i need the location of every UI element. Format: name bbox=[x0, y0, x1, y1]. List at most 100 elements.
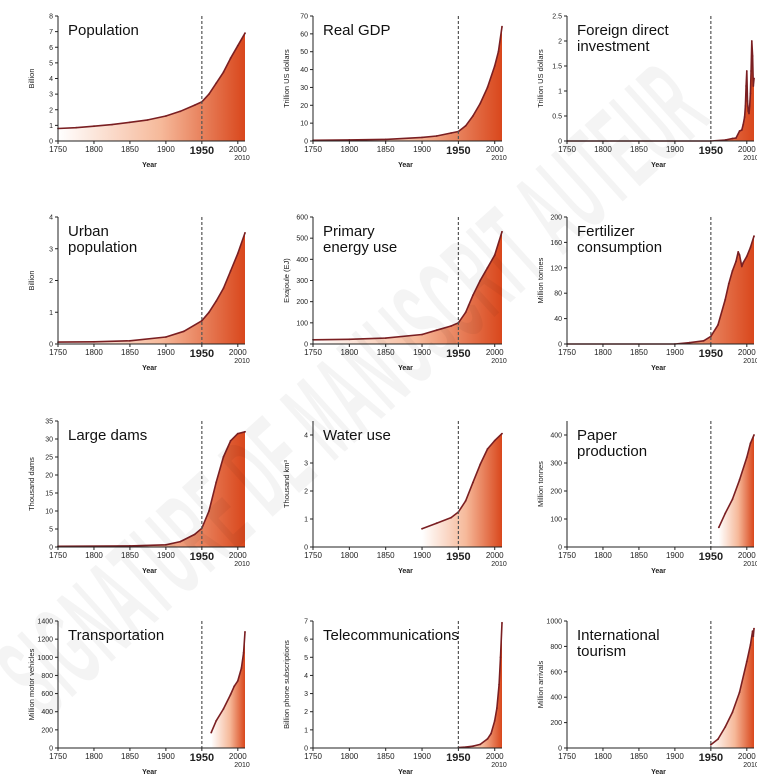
panel-5: 0 40 80 120 160 200 1750 1800 1850 1900 1950 200020… bbox=[536, 215, 757, 373]
data-point bbox=[222, 456, 225, 458]
series-line bbox=[567, 40, 755, 142]
x-end-label: 2010 bbox=[234, 762, 250, 769]
y-tick-label: 7 bbox=[49, 29, 53, 36]
data-point bbox=[496, 707, 498, 709]
area-fill bbox=[58, 232, 245, 344]
data-point bbox=[709, 335, 712, 338]
panel-title: investment bbox=[577, 38, 650, 55]
panel-title: tourism bbox=[577, 643, 626, 660]
data-point bbox=[222, 708, 225, 710]
y-tick-label: 200 bbox=[296, 299, 308, 306]
data-point bbox=[498, 683, 500, 686]
data-point bbox=[147, 119, 149, 121]
data-point bbox=[743, 116, 746, 118]
data-point bbox=[751, 55, 754, 57]
area-fill bbox=[567, 236, 754, 344]
y-tick-label: 0 bbox=[304, 139, 308, 146]
x-tick-label: 1800 bbox=[340, 348, 358, 357]
x-tick-label: 1800 bbox=[594, 348, 612, 357]
x-tick-label: 2000 bbox=[738, 551, 756, 560]
panel-6: 0 5 10 15 20 25 30 35 1750 1800 1850 1900 1950 200020… bbox=[27, 419, 250, 576]
panel-title: Transportation bbox=[68, 627, 164, 644]
data-point bbox=[236, 252, 239, 255]
data-point bbox=[753, 434, 755, 436]
data-point bbox=[450, 132, 452, 134]
data-point bbox=[731, 270, 734, 272]
panel-title: energy use bbox=[323, 239, 397, 256]
data-point bbox=[731, 137, 734, 140]
y-axis-label: Thousand km³ bbox=[282, 460, 291, 508]
x-axis-label: Year bbox=[142, 568, 157, 575]
data-point bbox=[750, 40, 753, 42]
data-point bbox=[111, 123, 113, 126]
x-tick-label: 2000 bbox=[229, 752, 247, 761]
data-point bbox=[731, 498, 734, 501]
data-point bbox=[472, 115, 474, 117]
y-tick-label: 3 bbox=[304, 461, 308, 468]
y-tick-label: 200 bbox=[550, 215, 562, 222]
y-tick-label: 2 bbox=[304, 489, 308, 496]
x-tick-label: 1900 bbox=[157, 145, 175, 154]
x-tick-label-1950: 1950 bbox=[699, 348, 723, 360]
x-axis-label: Year bbox=[651, 568, 666, 575]
panel-title: Paper bbox=[577, 427, 617, 444]
series-line bbox=[421, 433, 503, 530]
data-point bbox=[435, 135, 438, 137]
data-point bbox=[200, 319, 203, 322]
data-point bbox=[731, 711, 734, 714]
data-point bbox=[486, 738, 489, 740]
y-tick-label: 0 bbox=[558, 342, 562, 349]
data-point bbox=[215, 82, 218, 85]
x-tick-label: 1750 bbox=[304, 752, 322, 761]
y-tick-label: 7 bbox=[304, 619, 308, 626]
data-point bbox=[244, 631, 246, 633]
x-tick-label: 1900 bbox=[413, 348, 431, 357]
data-point bbox=[242, 651, 245, 654]
panel-2: 0 0.5 1 1.5 2 2.5 1750 1800 1850 1900 1950 20002010… bbox=[536, 14, 757, 170]
y-tick-label: 800 bbox=[41, 673, 53, 680]
data-point bbox=[193, 533, 196, 536]
x-tick-label: 1800 bbox=[85, 551, 103, 560]
x-end-label: 2010 bbox=[234, 561, 250, 568]
data-point bbox=[497, 50, 500, 53]
y-tick-label: 2 bbox=[558, 39, 562, 46]
data-point bbox=[717, 738, 719, 740]
data-point bbox=[738, 130, 741, 132]
data-point bbox=[435, 329, 438, 332]
y-tick-label: 4 bbox=[304, 433, 308, 440]
panel-1: 0 10 20 30 40 50 60 70 1750 1800 1850 1900 1950 20002… bbox=[282, 14, 507, 170]
y-axis-label: Trillion US dollars bbox=[536, 49, 545, 108]
panel-4: 0 100 200 300 400 500 600 1750 1800 1850 1900 1950 2… bbox=[282, 215, 507, 373]
data-point bbox=[486, 448, 489, 450]
data-point bbox=[753, 627, 755, 630]
data-point bbox=[751, 630, 754, 633]
y-tick-label: 30 bbox=[300, 85, 308, 92]
x-end-label: 2010 bbox=[234, 155, 250, 162]
x-end-label: 2010 bbox=[491, 561, 507, 568]
x-tick-label: 1800 bbox=[594, 752, 612, 761]
y-tick-label: 15 bbox=[45, 491, 53, 498]
data-point bbox=[501, 230, 503, 233]
data-point bbox=[709, 743, 712, 746]
x-end-label: 2010 bbox=[491, 762, 507, 769]
x-tick-label: 1900 bbox=[666, 348, 684, 357]
data-point bbox=[724, 512, 727, 515]
x-tick-label: 1750 bbox=[304, 348, 322, 357]
panel-title: Primary bbox=[323, 223, 375, 240]
data-point bbox=[735, 260, 737, 263]
data-point bbox=[208, 311, 210, 314]
x-tick-label: 1900 bbox=[413, 551, 431, 560]
x-tick-label: 2000 bbox=[229, 551, 247, 560]
data-point bbox=[748, 105, 751, 107]
y-axis-label: Million motor vehicles bbox=[27, 648, 36, 720]
y-tick-label: 400 bbox=[550, 695, 562, 702]
panel-11: 0 200 400 600 800 1000 1750 1800 1850 1900 1950 200… bbox=[536, 619, 757, 777]
area-fill bbox=[58, 431, 245, 547]
x-tick-label-1950: 1950 bbox=[190, 752, 214, 764]
y-tick-label: 500 bbox=[296, 236, 308, 243]
data-point bbox=[215, 481, 218, 484]
y-tick-label: 0.5 bbox=[552, 114, 562, 121]
data-point bbox=[421, 333, 423, 336]
